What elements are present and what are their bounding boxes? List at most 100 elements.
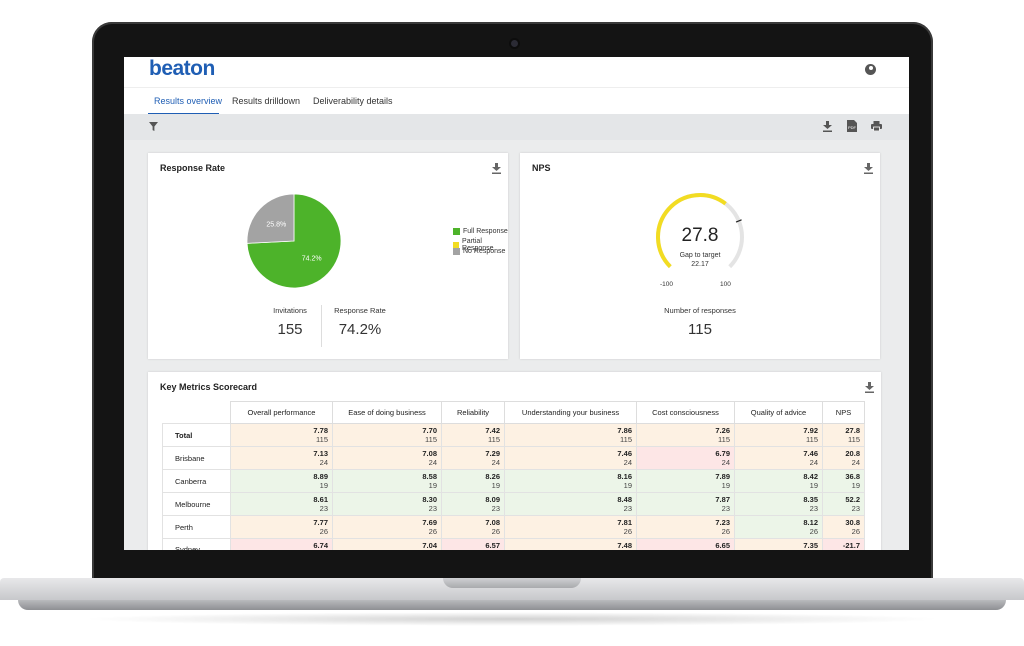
response-rate-card: Response Rate 74.2% 25.8% Full Response P… [148,153,508,359]
score-value: 7.92 [803,426,818,435]
score-cell: 8.35 23 [734,492,823,516]
download-icon[interactable] [492,163,501,174]
column-header[interactable]: Overall performance [230,401,333,424]
column-header[interactable]: Ease of doing business [332,401,442,424]
score-cell: 20.8 24 [822,446,865,470]
score-value: 7.46 [617,449,632,458]
score-count: 24 [851,458,860,467]
score-cell: 6.57 [441,538,505,550]
score-cell: 7.04 [332,538,442,550]
score-cell: 7.48 [504,538,637,550]
score-count: 26 [428,527,437,536]
score-value: 7.89 [715,472,730,481]
score-count: 23 [428,504,437,513]
score-cell: 6.65 [636,538,735,550]
download-icon[interactable] [823,121,832,132]
legend-item-partial-response: Partial Response [453,238,508,252]
score-cell: 27.8 115 [822,423,865,447]
row-label: Total [162,423,231,447]
score-cell: 7.86 115 [504,423,637,447]
score-value: 8.89 [313,472,328,481]
score-value: 7.46 [803,449,818,458]
score-cell: 7.46 24 [734,446,823,470]
score-count: 115 [848,435,860,444]
score-count: 24 [491,458,500,467]
column-header[interactable]: Reliability [441,401,505,424]
row-label: Melbourne [162,492,231,516]
score-count: 23 [721,504,730,513]
row-label: Perth [162,515,231,539]
score-cell: 7.42 115 [441,423,505,447]
score-cell: 7.13 24 [230,446,333,470]
score-count: 19 [721,481,730,490]
score-value: 7.35 [803,541,818,550]
score-value: 7.77 [313,518,328,527]
brand-logo: beaton [149,57,215,80]
pdf-icon[interactable]: PDF [847,120,857,132]
score-cell: 8.12 26 [734,515,823,539]
gap-to-target-value: 22.17 [691,261,709,268]
score-cell: 7.89 19 [636,469,735,493]
score-count: 19 [623,481,632,490]
score-value: 7.08 [422,449,437,458]
column-header[interactable]: NPS [822,401,865,424]
score-count: 24 [721,458,730,467]
score-cell: 7.29 24 [441,446,505,470]
legend-item-full-response: Full Response [453,228,508,235]
score-count: 23 [491,504,500,513]
score-count: 26 [721,527,730,536]
score-cell: 7.46 24 [504,446,637,470]
score-cell: 7.26 115 [636,423,735,447]
download-icon[interactable] [864,163,873,174]
table-row: Canberra 8.89 19 8.58 19 8.26 19 8.16 19 7.89 19 8.… [162,469,865,493]
score-count: 115 [718,435,730,444]
score-value: 6.57 [485,541,500,550]
score-count: 19 [319,481,328,490]
score-count: 26 [491,527,500,536]
tab-results-overview[interactable]: Results overview [154,96,223,106]
score-value: 7.42 [485,426,500,435]
score-cell: 6.79 24 [636,446,735,470]
score-cell: 7.08 24 [332,446,442,470]
column-header[interactable]: Understanding your business [504,401,637,424]
score-count: 26 [809,527,818,536]
score-value: 7.26 [715,426,730,435]
score-cell: 8.16 19 [504,469,637,493]
tab-deliverability-details[interactable]: Deliverability details [313,96,393,106]
score-count: 26 [623,527,632,536]
table-row: Total 7.78 115 7.70 115 7.42 115 7.86 115 7.26 115… [162,423,865,447]
gap-to-target-label: Gap to target [679,252,721,259]
legend-swatch-none [453,248,460,255]
download-icon[interactable] [865,382,874,393]
response-rate-label: Response Rate [334,306,386,315]
filter-icon[interactable] [149,122,158,131]
score-value: 7.08 [485,518,500,527]
column-header[interactable]: Quality of advice [734,401,823,424]
tab-results-drilldown[interactable]: Results drilldown [232,96,301,106]
table-corner [162,401,231,424]
score-count: 115 [488,435,500,444]
scorecard-table: Overall performance Ease of doing busines… [162,401,865,550]
scorecard-title: Key Metrics Scorecard [160,382,258,392]
svg-text:PDF: PDF [848,125,857,130]
print-icon[interactable] [871,121,882,131]
score-cell: 8.89 19 [230,469,333,493]
app-screen: beaton Results overview Results drilldow… [124,57,909,550]
score-cell: 6.74 [230,538,333,550]
row-label: Sydney [162,538,231,550]
score-value: 7.23 [715,518,730,527]
column-header[interactable]: Cost consciousness [636,401,735,424]
pie-slice-no-response[interactable] [246,193,295,244]
score-value: 7.70 [422,426,437,435]
score-count: 23 [319,504,328,513]
responses-label: Number of responses [664,306,736,315]
gauge-min-label: -100 [660,281,674,288]
user-account-icon[interactable] [865,64,876,75]
score-value: 52.2 [845,495,860,504]
score-count: 23 [851,504,860,513]
score-value: 7.29 [485,449,500,458]
score-count: 24 [623,458,632,467]
score-cell: 8.30 23 [332,492,442,516]
score-count: 19 [491,481,500,490]
row-label: Brisbane [162,446,231,470]
